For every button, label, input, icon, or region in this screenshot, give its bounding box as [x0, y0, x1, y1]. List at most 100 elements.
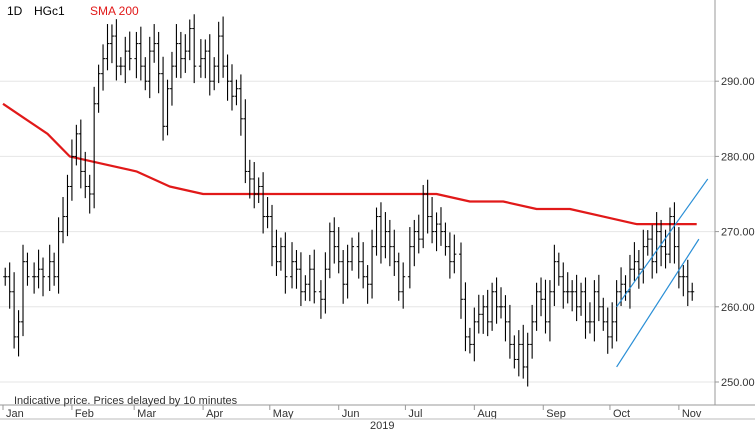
- price-bar: [512, 335, 517, 369]
- price-bar: [127, 31, 132, 71]
- price-bar: [336, 227, 341, 274]
- y-tick-label: 260.00: [721, 302, 755, 314]
- price-bar: [654, 212, 659, 274]
- price-bar: [192, 14, 197, 84]
- price-bar: [392, 229, 397, 276]
- price-bar: [663, 229, 668, 269]
- price-bar: [134, 31, 139, 79]
- price-bar: [298, 252, 303, 307]
- price-bar: [12, 272, 17, 349]
- price-bar: [252, 162, 257, 209]
- price-bar: [221, 16, 226, 78]
- price-bar: [283, 232, 288, 294]
- x-tick-label: Oct: [613, 408, 630, 420]
- price-bar: [247, 159, 252, 199]
- price-bar: [229, 64, 234, 111]
- price-bar: [225, 54, 230, 101]
- price-bar: [61, 197, 66, 244]
- price-bar: [270, 204, 275, 267]
- price-bar: [539, 277, 544, 317]
- price-bar: [261, 172, 266, 234]
- x-tick-label: Sep: [546, 408, 566, 420]
- price-bar: [681, 265, 686, 297]
- price-bar: [547, 280, 552, 342]
- price-bar: [579, 282, 584, 316]
- price-bar: [207, 34, 212, 96]
- x-tick-label: Nov: [682, 408, 702, 420]
- x-tick-label: Apr: [206, 408, 223, 420]
- price-bar: [370, 229, 375, 299]
- price-bar: [565, 272, 570, 304]
- x-tick-label: Mar: [137, 408, 156, 420]
- price-bar: [574, 274, 579, 322]
- price-bar: [318, 280, 323, 319]
- price-bar: [165, 79, 170, 136]
- price-bar: [256, 177, 261, 204]
- x-tick-label: May: [273, 408, 294, 420]
- price-bar: [421, 184, 426, 249]
- price-bar: [161, 56, 166, 141]
- price-bar: [32, 262, 37, 294]
- price-bar: [632, 242, 637, 281]
- price-bar: [212, 57, 217, 91]
- price-bar: [627, 254, 632, 309]
- price-bar: [401, 262, 406, 309]
- price-bar: [467, 327, 472, 354]
- price-bar: [503, 295, 508, 342]
- y-tick-label: 250.00: [721, 377, 755, 389]
- price-bar: [83, 151, 88, 199]
- price-bar: [303, 275, 308, 301]
- price-bar: [659, 219, 664, 267]
- price-bar: [65, 174, 70, 237]
- price-bar: [690, 282, 695, 301]
- price-bar: [485, 289, 490, 337]
- y-tick-label: 290.00: [721, 76, 755, 88]
- price-bar: [274, 229, 279, 276]
- price-bar: [147, 36, 152, 99]
- price-bar: [101, 44, 106, 91]
- price-bar: [463, 282, 468, 352]
- price-bar: [452, 234, 457, 274]
- price-bar: [685, 259, 690, 307]
- price-bar: [412, 219, 417, 267]
- price-bar: [676, 227, 681, 289]
- y-tick-label: 280.00: [721, 151, 755, 163]
- price-bar: [345, 244, 350, 299]
- price-bar: [152, 24, 157, 63]
- symbol-label[interactable]: HGc1: [34, 4, 65, 18]
- price-bar: [92, 86, 97, 209]
- price-bar: [87, 174, 92, 214]
- price-bar: [138, 26, 143, 81]
- price-bar: [407, 227, 412, 289]
- price-bar: [327, 222, 332, 279]
- x-tick-label: Jan: [6, 408, 24, 420]
- price-bar: [294, 250, 299, 289]
- axes: 250.00 260.00 270.00 280.00 290.00 Jan Feb Mar A…: [0, 0, 755, 420]
- price-bar: [601, 297, 606, 331]
- price-bar: [25, 252, 30, 286]
- price-bar: [561, 262, 566, 309]
- price-bar: [118, 57, 123, 76]
- indicator-label[interactable]: SMA 200: [90, 4, 139, 18]
- price-bar: [438, 207, 443, 246]
- price-bar: [16, 310, 21, 357]
- price-bar: [494, 277, 499, 324]
- price-bar: [109, 24, 114, 64]
- price-bar: [499, 287, 504, 319]
- interval-label[interactable]: 1D: [7, 4, 23, 18]
- x-tick-label: Jul: [408, 408, 422, 420]
- sma-layer: [2, 102, 697, 226]
- price-bar: [458, 242, 463, 319]
- price-bar: [430, 197, 435, 244]
- price-bar: [74, 124, 79, 166]
- price-bar: [583, 277, 588, 339]
- price-bar: [47, 244, 52, 292]
- delay-note: Indicative price. Prices delayed by 10 m…: [14, 395, 238, 407]
- price-bar: [587, 302, 592, 334]
- price-bar: [21, 244, 26, 337]
- price-bar: [341, 250, 346, 304]
- price-bar: [534, 282, 539, 331]
- price-bar: [570, 280, 575, 312]
- price-bar: [525, 332, 530, 387]
- price-bar: [365, 265, 370, 304]
